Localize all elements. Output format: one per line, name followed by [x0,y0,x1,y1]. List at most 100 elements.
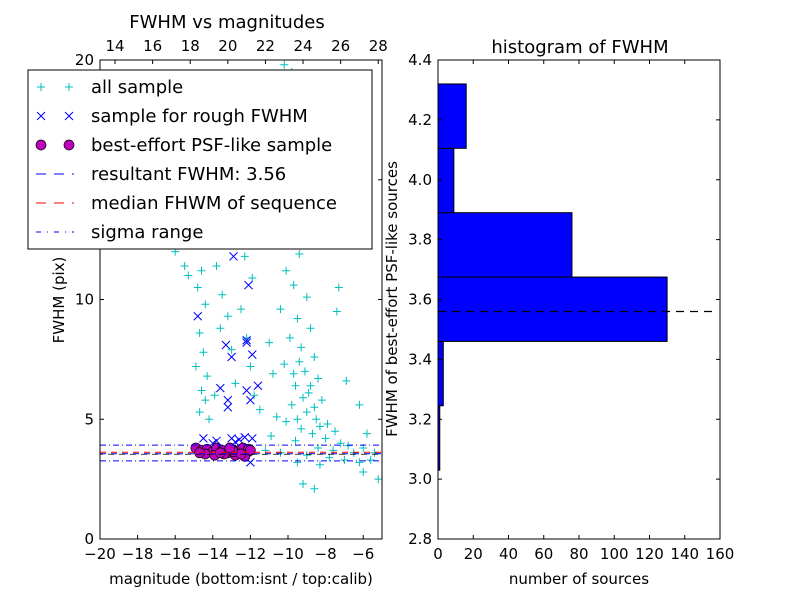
all-sample-point [315,422,324,431]
all-sample-point [293,314,302,323]
top-x-tick-label: 18 [181,37,200,55]
psf-sample-point [224,442,236,454]
all-sample-point [237,305,245,314]
all-sample-point [261,446,270,455]
all-sample-point [317,396,326,405]
rough-sample-point [227,352,236,362]
legend-label: sample for rough FWHM [91,106,308,127]
rough-sample-point [215,383,225,393]
legend-marker-icon [37,83,45,91]
y-tick-label: 4.2 [408,111,432,129]
x-tick-label: 20 [464,545,483,563]
y-tick-label: 0 [84,530,94,548]
y-tick-label: 20 [75,51,94,69]
rough-sample-point [244,280,253,290]
all-sample-point [246,362,255,371]
legend-label: median FHWM of sequence [91,193,337,214]
rough-sample-point [247,350,257,359]
x-tick-label: −8 [315,545,337,563]
legend-marker-icon [63,139,75,151]
all-sample-point [342,376,351,385]
x-tick-label: 0 [433,545,443,563]
x-tick-label: 120 [635,545,664,563]
y-tick-label: 4.0 [408,171,432,189]
all-sample-point [193,283,202,292]
legend-marker-icon [65,83,73,91]
all-sample-point [191,362,200,371]
all-sample-point [210,391,219,400]
top-x-tick-label: 16 [143,37,162,55]
x-tick-label: 160 [706,545,735,563]
top-x-tick-label: 20 [218,37,237,55]
all-sample-point [293,415,302,424]
scatter-panel: −20 −18 −16 −14 −12 −10 −8 −6 14 16 18 20 22 24 26 28 0 5… [50,12,388,588]
y-tick-label: 3.4 [408,350,432,368]
all-sample-point [308,429,317,438]
all-sample-point [216,324,225,333]
all-sample-point [295,249,304,258]
all-sample-point [304,388,313,397]
x-tick-label: −10 [272,545,304,563]
y-tick-label: 3.8 [408,231,432,249]
all-sample-point [227,345,236,354]
all-sample-point [302,451,311,460]
all-sample-point [314,443,323,452]
top-x-tick-label: 24 [293,37,312,55]
all-sample-point [366,455,375,464]
all-sample-point [355,400,364,409]
rough-sample-point [246,395,255,405]
rough-sample-point [242,386,251,395]
all-sample-point [297,343,306,352]
all-sample-point [282,417,291,426]
all-sample-point [231,379,240,388]
all-sample-point [218,290,227,299]
all-sample-point [285,333,294,342]
legend-box [27,69,373,250]
all-sample-point [299,479,308,488]
all-sample-point [265,338,274,347]
all-sample-point [180,261,189,270]
x-axis-label: number of sources [509,570,649,588]
x-tick-label: −18 [122,545,154,563]
x-tick-label: 60 [534,545,553,563]
all-sample-point [267,432,276,441]
legend-label: best-effort PSF-like sample [91,135,332,156]
top-x-tick-label: 26 [331,37,350,55]
all-sample-point [291,436,300,445]
all-sample-point [201,396,210,405]
x-tick-label: 140 [670,545,699,563]
y-tick-label: 10 [75,291,94,309]
rough-sample-point [253,381,263,391]
all-sample-point [312,415,321,424]
all-sample-point [329,446,338,455]
scatter-points [100,60,382,493]
all-sample-point [315,460,324,469]
all-sample-point [334,283,343,292]
legend-label: sigma range [91,222,203,243]
all-sample-point [240,252,249,261]
all-sample-point [212,261,221,270]
x-axis-label: magnitude (bottom:isnt / top:calib) [109,570,373,588]
all-sample-point [197,386,206,395]
all-sample-point [355,458,364,467]
rough-sample-point [234,435,244,444]
all-sample-point [306,324,315,333]
all-sample-point [340,455,349,464]
legend: all sample sample for rough FWHM best-effo… [27,69,373,250]
x-tick-label: −6 [352,545,374,563]
all-sample-point [300,367,309,376]
histogram-bar [437,340,444,407]
all-sample-point [276,305,285,314]
x-tick-label: 40 [499,545,518,563]
legend-label: all sample [91,77,183,98]
scatter-title: FWHM vs magnitudes [129,12,324,33]
all-sample-point [325,453,334,462]
all-sample-point [299,393,308,402]
legend-marker-icon [36,111,46,121]
all-sample-point [201,300,210,309]
histogram-panel: 0 20 40 60 80 100 120 140 160 2.8 3.0 3.2 3.4 3.6 3.8 4… [383,37,734,588]
all-sample-point [295,357,304,366]
all-sample-point [184,271,193,280]
all-sample-point [336,439,345,448]
